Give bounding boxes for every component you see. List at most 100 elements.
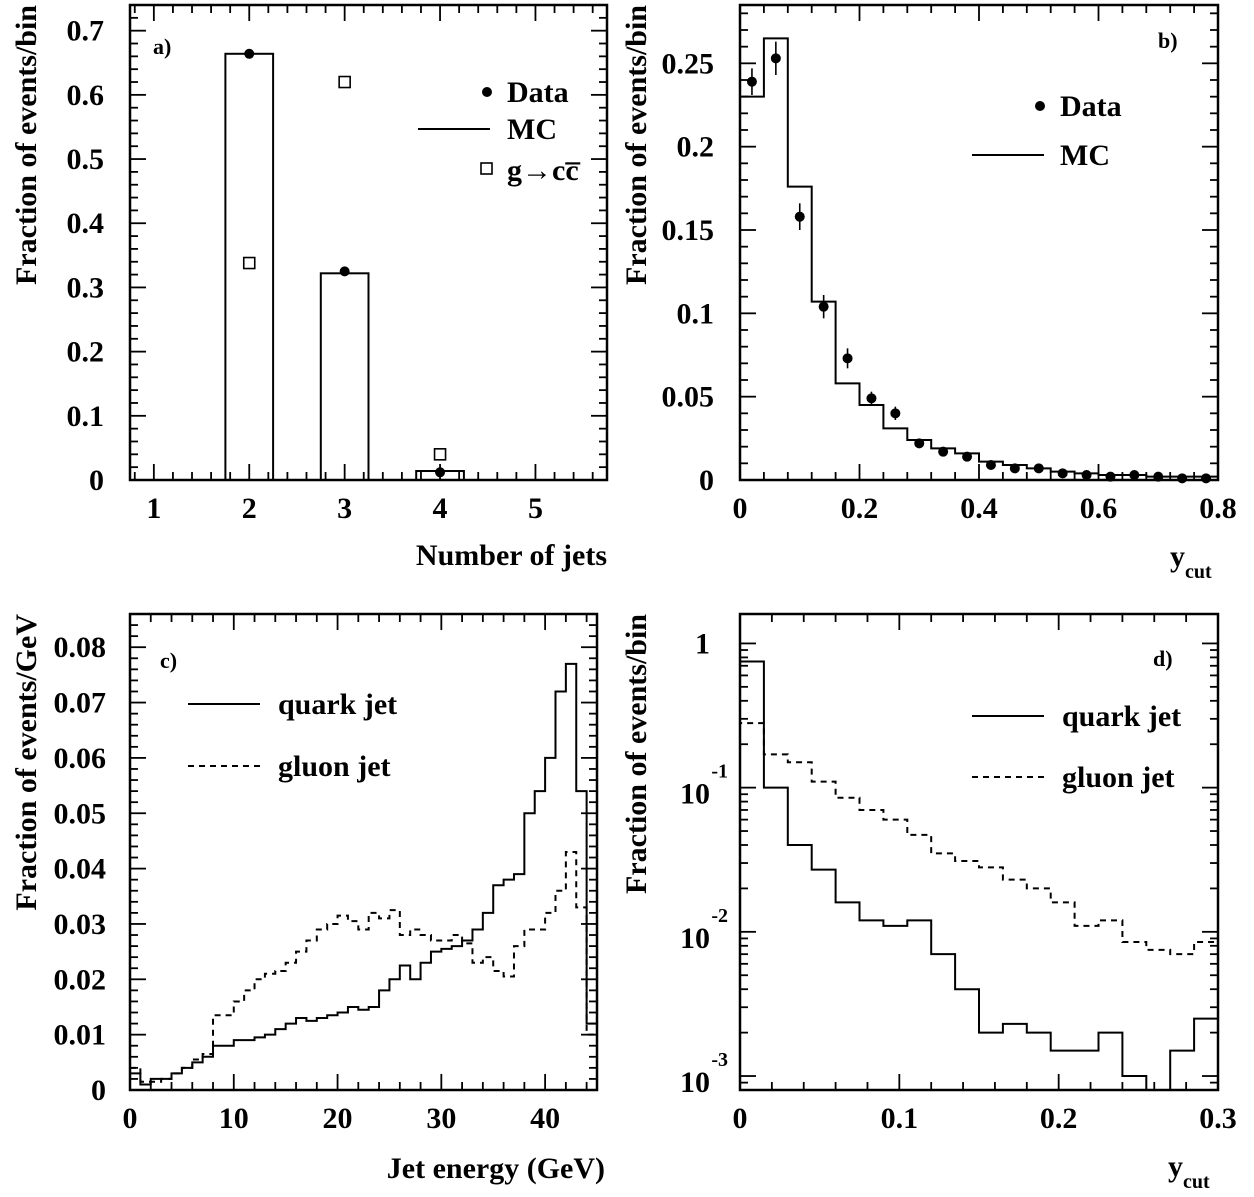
plot-frame xyxy=(128,612,599,1092)
x-tick-label: 2 xyxy=(242,492,257,525)
legend-gluon-label: gluon jet xyxy=(278,750,391,783)
y-axis-label: Fraction of events/bin xyxy=(620,614,653,894)
x-axis-label-sub: cut xyxy=(1183,1171,1210,1193)
data-point xyxy=(914,438,925,449)
y-axis-label: Fraction of events/bin xyxy=(620,5,653,285)
x-tick-label: 0.8 xyxy=(1199,492,1237,525)
legend-gcc-marker xyxy=(480,162,493,175)
x-axis-label-main: y xyxy=(1168,1150,1183,1183)
y-tick-label: 0.7 xyxy=(67,15,105,48)
legend-quark-label: quark jet xyxy=(1062,700,1181,733)
data-point xyxy=(1057,468,1068,479)
y-tick-label-exp: -3 xyxy=(711,1049,728,1071)
panel-label: a) xyxy=(153,34,171,59)
x-tick-label: 30 xyxy=(426,1102,456,1135)
y-tick-label: 0.3 xyxy=(67,271,105,304)
data-point xyxy=(244,48,255,59)
panel-a: 1 2 3 4 5 0 0.1 0.2 0.3 0.4 0.5 0.6 0.7 a) Data MC g→cc̅… xyxy=(10,3,609,572)
y-tick-label-base: 10 xyxy=(680,1066,710,1099)
x-tick-label: 0 xyxy=(733,492,748,525)
data-point xyxy=(890,408,901,419)
legend-quark-label: quark jet xyxy=(278,688,397,721)
y-tick-label-base: 1 xyxy=(695,627,710,660)
x-tick-label: 40 xyxy=(530,1102,560,1135)
y-tick-label: 0.06 xyxy=(54,742,107,775)
legend-data-label: Data xyxy=(507,76,569,109)
x-tick-label: 0 xyxy=(123,1102,138,1135)
y-tick-label: 0.05 xyxy=(662,381,715,414)
data-point xyxy=(746,76,757,87)
data-point xyxy=(842,353,853,364)
data-point xyxy=(770,53,781,64)
x-axis-label-sub: cut xyxy=(1185,561,1212,583)
x-axis-label: Jet energy (GeV) xyxy=(387,1152,605,1185)
panel-c: 0 10 20 30 40 0 0.01 0.02 0.03 0.04 0.05 0.06 0.07 0.… xyxy=(10,612,605,1185)
data-point xyxy=(339,266,350,277)
x-tick-label: 0.2 xyxy=(1040,1102,1078,1135)
data-point xyxy=(1009,463,1020,474)
y-tick-label: 0.25 xyxy=(662,47,715,80)
y-tick-label: 0 xyxy=(89,464,104,497)
data-point xyxy=(435,467,446,478)
panel-label: b) xyxy=(1158,28,1178,53)
data-point xyxy=(818,301,829,312)
data-point xyxy=(866,393,877,404)
y-tick-label: 0 xyxy=(699,464,714,497)
legend-mc-label: MC xyxy=(507,113,557,146)
x-axis-label: Number of jets xyxy=(416,539,607,572)
y-tick-label: 0.03 xyxy=(54,908,107,941)
y-tick-label-exp: -2 xyxy=(711,905,728,927)
data-point xyxy=(1105,471,1116,482)
x-tick-label: 0.2 xyxy=(841,492,879,525)
y-tick-label: 0 xyxy=(91,1074,106,1107)
gcc-point xyxy=(242,256,256,270)
y-tick-label: 0.2 xyxy=(67,336,105,369)
gcc-point xyxy=(433,448,447,461)
y-tick-label: 0.15 xyxy=(662,214,715,247)
x-tick-label: 0.4 xyxy=(960,492,998,525)
gluon-jet-histogram xyxy=(740,722,1218,1090)
x-tick-label: 5 xyxy=(528,492,543,525)
legend-data-label: Data xyxy=(1060,90,1122,123)
y-tick-label: 0.4 xyxy=(67,207,105,240)
x-tick-label: 0.1 xyxy=(881,1102,919,1135)
y-tick-label: 0.1 xyxy=(67,400,105,433)
panel-b: 0 0.2 0.4 0.6 0.8 0 0.05 0.1 0.15 0.2 0.25 b) Data MC… xyxy=(620,3,1237,583)
legend-mc-label: MC xyxy=(1060,139,1110,172)
x-tick-label: 10 xyxy=(219,1102,249,1135)
legend-data-marker xyxy=(482,87,492,97)
data-point xyxy=(1129,470,1140,480)
x-tick-label: 0.3 xyxy=(1199,1102,1237,1135)
quark-jet-histogram xyxy=(740,660,1218,1090)
data-point xyxy=(1153,471,1164,482)
y-tick-label: 0.6 xyxy=(67,79,105,112)
y-tick-label-base: 10 xyxy=(680,922,710,955)
y-tick-label: 0.08 xyxy=(54,631,107,664)
panel-label: d) xyxy=(1153,646,1173,671)
gcc-point xyxy=(338,75,351,89)
y-tick-label: 0.5 xyxy=(67,143,105,176)
y-axis-label: Fraction of events/bin xyxy=(10,5,43,285)
data-point xyxy=(794,211,805,222)
legend-data-marker xyxy=(1035,101,1045,111)
x-tick-label: 1 xyxy=(146,492,161,525)
data-point xyxy=(985,460,996,470)
data-point xyxy=(1201,473,1212,484)
gluon-jet-histogram xyxy=(129,851,598,1090)
data-point xyxy=(1081,470,1092,480)
data-point xyxy=(938,446,949,457)
panel-label: c) xyxy=(160,648,177,673)
mc-bar xyxy=(319,272,370,482)
y-tick-label: 0.07 xyxy=(54,687,107,720)
legend-gcc-label: g→cc̅ xyxy=(507,154,581,187)
x-axis-label: ycut xyxy=(1168,1150,1210,1193)
data-point xyxy=(962,451,973,462)
y-tick-label: 0.01 xyxy=(54,1019,107,1052)
y-tick-label: 0.05 xyxy=(54,797,107,830)
y-axis-label: Fraction of events/GeV xyxy=(10,614,43,911)
y-tick-label: 0.1 xyxy=(677,297,715,330)
data-point xyxy=(1177,473,1188,484)
x-axis-label-main: y xyxy=(1170,540,1185,573)
mc-histogram xyxy=(739,37,1219,480)
